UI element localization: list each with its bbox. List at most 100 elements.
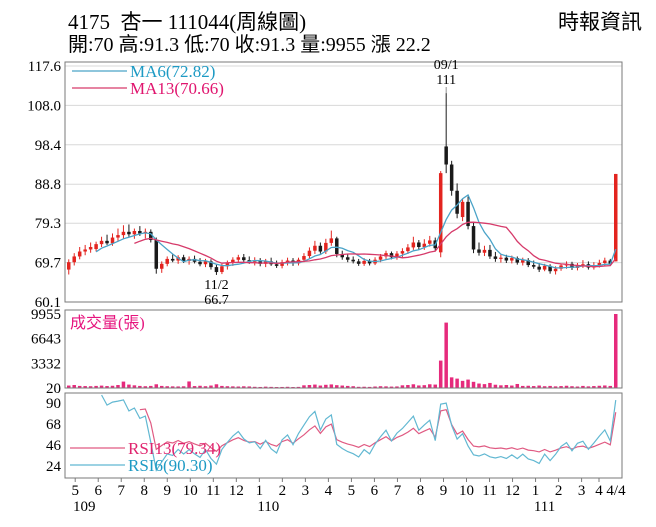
volume-bar [438,360,443,388]
candle-body [170,258,175,261]
ma13-legend-label: MA13(70.66) [130,79,224,98]
price-tick-label: 98.4 [35,138,62,154]
volume-bar [83,386,87,388]
candle-body [159,263,164,269]
volume-bar [285,386,290,388]
month-label: 12 [229,483,244,499]
candle-body [132,230,137,235]
candle-body [302,256,306,260]
volume-bar [559,386,563,388]
month-label: 8 [141,483,149,499]
volume-bar [121,381,126,388]
volume-tick-label: 6643 [31,332,61,348]
data-source-label: 時報資訊 [558,10,642,34]
candle-body [417,242,421,248]
volume-bar [526,385,530,388]
volume-bar [586,386,591,388]
candle-body [252,261,257,263]
price-tick-label: 60.1 [35,295,61,311]
volume-bar [575,386,580,388]
month-label: 3 [578,483,586,499]
volume-bar [72,385,76,388]
month-label: 10 [459,483,474,499]
candle-body [345,257,350,260]
volume-bar [296,386,301,388]
month-label: 7 [394,483,402,499]
candle-body [559,265,563,269]
volume-bar [324,384,328,388]
volume-bar [564,385,569,388]
volume-bar [537,385,541,388]
rsi-panel-frame [64,392,623,479]
candle-body [493,256,498,259]
candle-body [236,257,241,260]
volume-bar [154,384,159,388]
volume-bar [510,385,514,388]
volume-bar [531,386,536,388]
candle-body [67,262,71,270]
candle-body [340,253,344,258]
volume-tick-label: 3332 [31,356,61,372]
price-panel-frame [64,61,623,303]
candle-body [531,265,536,267]
ma6-line [95,194,617,269]
volume-bar [493,384,498,388]
year-label: 109 [73,499,96,515]
candle-body [460,201,465,218]
rsi-tick-label: 46 [46,438,62,454]
candle-body [94,244,98,250]
volume-bar [181,386,186,388]
volume-bar [570,386,574,388]
candle-body [110,237,115,244]
candle-body [77,251,82,257]
month-label: 9 [164,483,172,499]
month-label: 4 [325,483,333,499]
candle-body [378,256,383,260]
volume-bar [252,386,257,388]
rsi-tick-label: 68 [46,417,61,433]
volume-bar [373,386,377,388]
candle-body [335,238,339,254]
candle-body [389,253,394,258]
candle-body [395,253,399,258]
rsi13-legend-label: RSI13(79.34) [128,439,221,458]
candle-body [203,261,208,265]
price-tick-label: 88.8 [35,177,61,193]
year-label: 110 [257,499,279,515]
volume-bar [318,385,323,388]
candle-body [422,243,427,248]
candle-body [121,231,126,236]
volume-bar [269,386,273,388]
candle-body [406,247,410,252]
volume-bar [192,386,197,388]
candle-body [231,259,235,264]
volume-bar [553,386,558,388]
candle-body [614,173,618,262]
volume-bar [515,383,520,388]
candle-body [280,262,284,266]
volume-bar [362,386,366,388]
volume-bar [455,378,459,388]
volume-bar [225,386,230,388]
candle-body [542,265,547,270]
low-annotation-date: 11/2 [204,278,228,293]
volume-bar [329,384,334,388]
candle-body [242,257,246,261]
candle-body [471,226,476,250]
volume-bar [395,386,399,388]
candle-body [116,235,120,238]
candle-body [504,257,509,261]
month-label: 11 [206,483,220,499]
volume-bar [340,385,344,388]
volume-bar [127,384,131,388]
volume-bar [542,386,547,388]
volume-bar [159,385,164,388]
candle-body [411,242,416,248]
candle-body [138,230,142,234]
volume-bar [77,385,82,388]
rsi-tick-label: 90 [46,396,61,412]
candle-body [526,260,530,266]
volume-bar [356,386,361,388]
month-label: 10 [183,483,198,499]
